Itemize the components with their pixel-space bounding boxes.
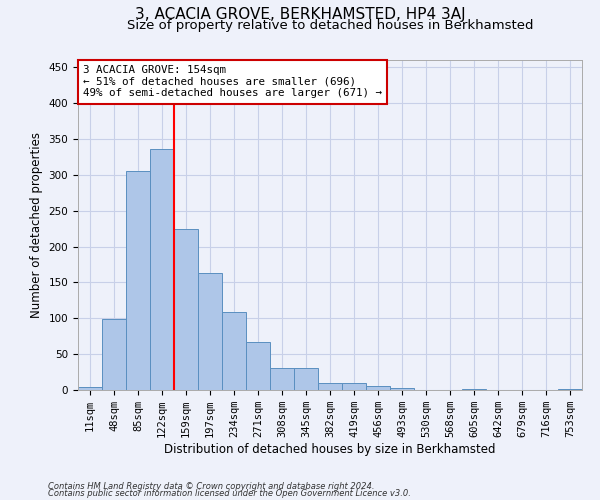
Title: Size of property relative to detached houses in Berkhamsted: Size of property relative to detached ho… xyxy=(127,20,533,32)
Bar xyxy=(102,319,126,390)
Bar xyxy=(294,368,318,390)
Bar xyxy=(198,273,222,390)
Y-axis label: Number of detached properties: Number of detached properties xyxy=(30,132,43,318)
Bar xyxy=(246,342,270,390)
Bar xyxy=(126,171,150,390)
Bar xyxy=(174,228,198,390)
Bar xyxy=(342,383,366,390)
Bar xyxy=(366,386,390,390)
Text: 3, ACACIA GROVE, BERKHAMSTED, HP4 3AJ: 3, ACACIA GROVE, BERKHAMSTED, HP4 3AJ xyxy=(134,8,466,22)
Bar xyxy=(270,368,294,390)
Bar xyxy=(558,388,582,390)
Bar xyxy=(150,149,174,390)
Bar xyxy=(78,387,102,390)
Bar xyxy=(462,388,486,390)
Bar xyxy=(222,312,246,390)
Bar xyxy=(390,388,414,390)
Text: 3 ACACIA GROVE: 154sqm
← 51% of detached houses are smaller (696)
49% of semi-de: 3 ACACIA GROVE: 154sqm ← 51% of detached… xyxy=(83,65,382,98)
Text: Contains HM Land Registry data © Crown copyright and database right 2024.: Contains HM Land Registry data © Crown c… xyxy=(48,482,374,491)
Text: Contains public sector information licensed under the Open Government Licence v3: Contains public sector information licen… xyxy=(48,490,411,498)
X-axis label: Distribution of detached houses by size in Berkhamsted: Distribution of detached houses by size … xyxy=(164,443,496,456)
Bar xyxy=(318,383,342,390)
